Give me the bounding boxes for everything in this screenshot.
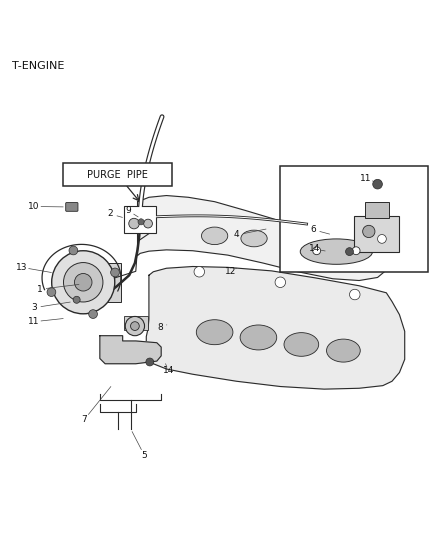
Circle shape: [125, 317, 145, 336]
Ellipse shape: [300, 239, 372, 264]
Ellipse shape: [281, 237, 306, 253]
Text: 5: 5: [141, 451, 148, 460]
Ellipse shape: [241, 230, 267, 247]
Circle shape: [350, 289, 360, 300]
FancyBboxPatch shape: [354, 216, 399, 252]
Ellipse shape: [196, 320, 233, 345]
Circle shape: [138, 219, 144, 225]
Ellipse shape: [240, 325, 277, 350]
Ellipse shape: [352, 247, 360, 255]
Text: T-ENGINE: T-ENGINE: [12, 61, 65, 71]
Circle shape: [144, 219, 152, 228]
Circle shape: [47, 288, 56, 296]
FancyBboxPatch shape: [66, 203, 78, 211]
Ellipse shape: [313, 247, 321, 255]
Ellipse shape: [326, 339, 360, 362]
Polygon shape: [100, 336, 161, 364]
Circle shape: [363, 225, 375, 238]
Text: 10: 10: [28, 202, 40, 211]
Circle shape: [129, 219, 139, 229]
Polygon shape: [138, 196, 385, 280]
FancyBboxPatch shape: [124, 316, 148, 330]
Text: 9: 9: [125, 206, 131, 215]
Circle shape: [52, 251, 115, 314]
Text: 2: 2: [108, 209, 113, 219]
Text: 14: 14: [309, 245, 320, 254]
Circle shape: [378, 235, 386, 243]
Bar: [280, 166, 428, 272]
Text: 13: 13: [16, 263, 28, 272]
Text: 3: 3: [31, 303, 37, 312]
Circle shape: [88, 310, 97, 318]
Circle shape: [275, 277, 286, 287]
Text: 6: 6: [310, 225, 316, 234]
Text: 1: 1: [36, 285, 42, 294]
Circle shape: [74, 273, 92, 291]
FancyBboxPatch shape: [90, 263, 121, 302]
Circle shape: [111, 268, 120, 277]
Text: PURGE  PIPE: PURGE PIPE: [87, 169, 148, 180]
Text: 7: 7: [81, 415, 87, 424]
Ellipse shape: [318, 245, 343, 260]
Circle shape: [64, 263, 103, 302]
Circle shape: [69, 246, 78, 255]
Polygon shape: [146, 266, 405, 389]
Text: 8: 8: [157, 324, 163, 332]
FancyBboxPatch shape: [63, 163, 172, 186]
Text: 14: 14: [162, 366, 174, 375]
Circle shape: [131, 322, 139, 330]
Ellipse shape: [201, 227, 228, 245]
Circle shape: [146, 358, 154, 366]
Text: 11: 11: [28, 317, 40, 326]
Circle shape: [194, 266, 205, 277]
Ellipse shape: [284, 333, 319, 356]
FancyBboxPatch shape: [365, 202, 389, 218]
Circle shape: [73, 296, 80, 303]
Bar: [124, 206, 156, 233]
Text: 12: 12: [225, 267, 236, 276]
Circle shape: [373, 179, 382, 189]
Text: 4: 4: [234, 230, 239, 239]
Text: 11: 11: [360, 174, 372, 182]
Circle shape: [346, 248, 353, 255]
